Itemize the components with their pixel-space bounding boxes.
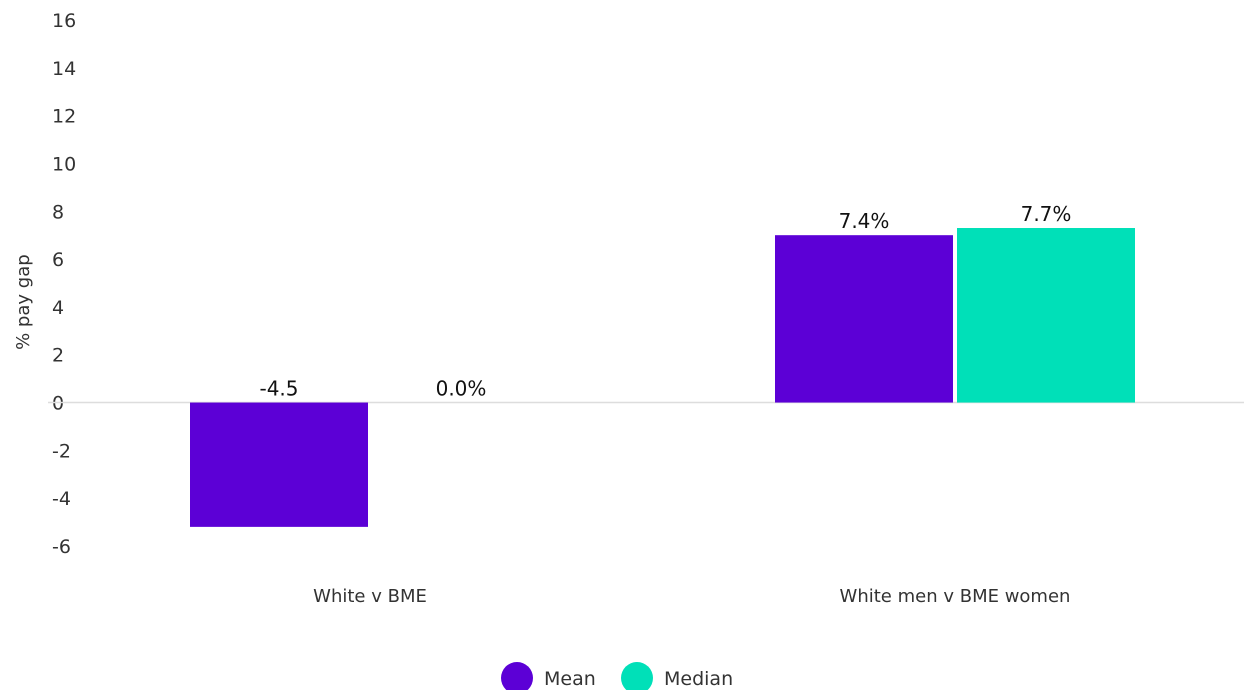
- y-tick-label: 16: [52, 10, 76, 32]
- bar-median-1: [957, 228, 1135, 403]
- legend-label-median: Median: [664, 668, 733, 690]
- data-label-median-1: 7.7%: [1021, 202, 1072, 226]
- legend-label-mean: Mean: [544, 668, 596, 690]
- y-tick-label: -2: [52, 440, 71, 462]
- y-tick-label: 8: [52, 201, 64, 223]
- y-tick-label: 0: [52, 393, 64, 415]
- y-tick-label: -6: [52, 536, 71, 558]
- y-tick-label: 12: [52, 106, 76, 128]
- category-label: White v BME: [313, 586, 427, 607]
- y-tick-label: 14: [52, 58, 76, 80]
- y-axis-title: % pay gap: [13, 254, 34, 350]
- bars-group: [190, 228, 1135, 527]
- legend: Mean Median: [501, 662, 733, 690]
- legend-swatch-mean: [501, 662, 533, 690]
- y-tick-label: 4: [52, 297, 64, 319]
- bar-mean-1: [775, 235, 953, 403]
- data-label-mean-1: 7.4%: [839, 209, 890, 233]
- y-tick-label: 10: [52, 153, 76, 175]
- y-tick-label: 6: [52, 249, 64, 271]
- data-labels-group: -4.5 0.0% 7.4% 7.7%: [259, 202, 1071, 401]
- data-label-mean-0: -4.5: [259, 377, 298, 401]
- y-tick-label: 2: [52, 345, 64, 367]
- y-tick-label: -4: [52, 488, 71, 510]
- category-label: White men v BME women: [840, 586, 1071, 607]
- data-label-median-0: 0.0%: [436, 377, 487, 401]
- y-axis-ticks: 16 14 12 10 8 6 4 2 0 -2 -4 -6: [52, 10, 76, 558]
- category-labels-group: White v BME White men v BME women: [313, 586, 1070, 607]
- bar-mean-0: [190, 402, 368, 527]
- legend-swatch-median: [621, 662, 653, 690]
